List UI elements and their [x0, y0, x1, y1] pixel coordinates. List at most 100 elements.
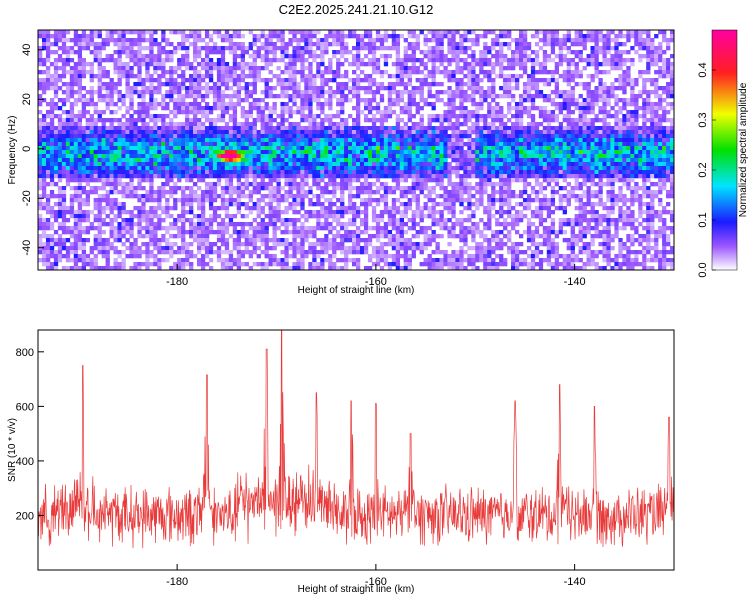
heatmap-cell [117, 82, 122, 87]
heatmap-cell [407, 78, 412, 83]
heatmap-cell [658, 74, 663, 79]
heatmap-cell [77, 58, 83, 63]
heatmap-cell [475, 162, 480, 167]
heatmap-cell [379, 114, 385, 119]
heatmap-cell [371, 58, 377, 63]
heatmap-cell [344, 182, 349, 187]
heatmap-cell [336, 38, 341, 43]
heatmap-cell [61, 122, 67, 127]
heatmap-cell [340, 174, 345, 179]
heatmap-cell [650, 182, 655, 187]
heatmap-cell [467, 74, 472, 79]
heatmap-cell [228, 106, 234, 111]
heatmap-cell [208, 174, 214, 179]
heatmap-cell [69, 58, 75, 63]
heatmap-cell [630, 114, 635, 119]
heatmap-cell [363, 126, 369, 131]
heatmap-cell [332, 70, 337, 75]
heatmap-cell [562, 102, 567, 107]
heatmap-cell [129, 138, 134, 143]
heatmap-cell [670, 126, 674, 131]
heatmap-cell [228, 174, 234, 179]
heatmap-cell [268, 58, 273, 63]
heatmap-cell [391, 142, 397, 147]
heatmap-cell [248, 158, 253, 163]
heatmap-cell [280, 106, 285, 111]
heatmap-cell [483, 94, 488, 99]
heatmap-cell [38, 34, 43, 39]
heatmap-cell [554, 102, 560, 107]
heatmap-cell [522, 166, 528, 171]
heatmap-cell [646, 138, 651, 143]
heatmap-cell [117, 162, 122, 167]
heatmap-cell [173, 158, 178, 163]
heatmap-cell [328, 158, 333, 163]
heatmap-cell [487, 166, 492, 171]
heatmap-cell [73, 170, 79, 175]
heatmap-cell [169, 90, 174, 95]
heatmap-cell [77, 98, 83, 103]
heatmap-cell [463, 182, 468, 187]
heatmap-cell [49, 98, 55, 103]
heatmap-cell [578, 134, 583, 139]
heatmap-cell [260, 182, 265, 187]
heatmap-cell [610, 162, 615, 167]
heatmap-cell [232, 138, 238, 143]
heatmap-cell [236, 170, 242, 175]
heatmap-cell [193, 30, 198, 35]
heatmap-cell [200, 138, 206, 143]
heatmap-cell [208, 86, 214, 91]
heatmap-cell [185, 178, 190, 183]
heatmap-cell [260, 30, 265, 35]
heatmap-cell [487, 162, 492, 167]
heatmap-cell [578, 34, 583, 39]
heatmap-cell [618, 178, 623, 183]
heatmap-cell [105, 158, 110, 163]
heatmap-cell [240, 106, 245, 111]
heatmap-cell [518, 102, 524, 107]
heatmap-cell [479, 114, 484, 119]
heatmap-cell [336, 122, 341, 127]
heatmap-cell [316, 170, 321, 175]
heatmap-cell [451, 182, 456, 187]
heatmap-cell [371, 106, 377, 111]
heatmap-cell [546, 42, 552, 47]
heatmap-cell [606, 114, 611, 119]
heatmap-cell [662, 58, 667, 63]
heatmap-cell [89, 86, 94, 91]
heatmap-cell [177, 186, 182, 191]
heatmap-cell [602, 58, 607, 63]
heatmap-cell [407, 30, 412, 35]
heatmap-cell [73, 126, 79, 131]
heatmap-cell [340, 126, 345, 131]
heatmap-cell [137, 38, 142, 43]
heatmap-cell [387, 134, 393, 139]
heatmap-cell [105, 134, 110, 139]
heatmap-cell [97, 166, 102, 171]
heatmap-cell [598, 166, 603, 171]
heatmap-cell [550, 30, 556, 35]
heatmap-cell [626, 38, 631, 43]
heatmap-cell [328, 174, 333, 179]
heatmap-cell [340, 74, 345, 79]
heatmap-cell [228, 86, 234, 91]
heatmap-cell [145, 142, 150, 147]
heatmap-cell [550, 90, 556, 95]
heatmap-cell [232, 82, 238, 87]
heatmap-cell [546, 58, 552, 63]
heatmap-cell [598, 130, 603, 135]
heatmap-cell [562, 134, 567, 139]
heatmap-cell [57, 134, 63, 139]
heatmap-cell [57, 162, 63, 167]
heatmap-cell [212, 102, 218, 107]
heatmap-cell [153, 142, 158, 147]
heatmap-cell [431, 34, 436, 39]
heatmap-cell [403, 142, 408, 147]
heatmap-cell [101, 150, 106, 155]
heatmap-cell [316, 74, 321, 79]
heatmap-cell [371, 54, 377, 59]
heatmap-cell [224, 150, 230, 155]
heatmap-cell [208, 62, 214, 67]
heatmap-cell [244, 182, 249, 187]
heatmap-cell [300, 118, 305, 123]
